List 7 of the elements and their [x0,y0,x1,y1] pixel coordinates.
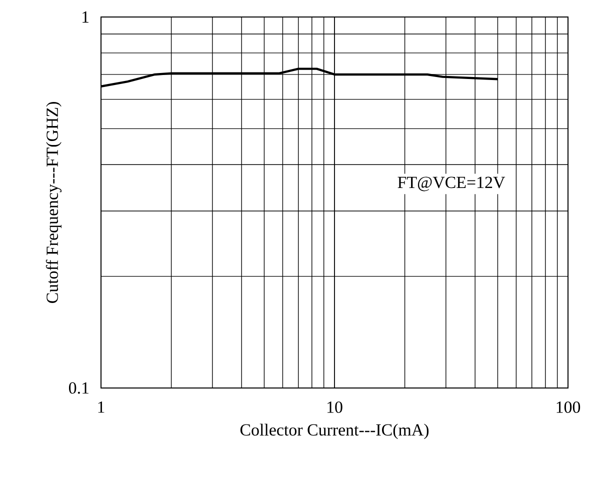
y-tick-label: 0.1 [68,382,88,394]
y-axis-title: Cutoff Frequency---FT(GHZ) [46,102,62,304]
x-axis-title: Collector Current---IC(mA) [240,424,429,440]
x-tick-label: 10 [328,401,342,413]
x-tick-label: 100 [556,401,580,413]
x-tick-label: 1 [98,401,104,413]
annotation: FT@VCE=12V [398,176,506,192]
